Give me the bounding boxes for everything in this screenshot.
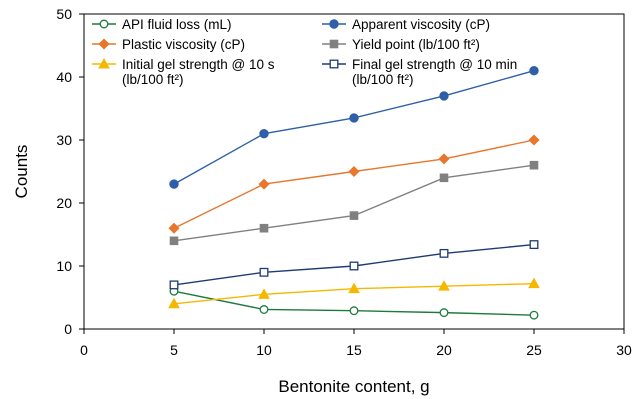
y-tick-label: 0 — [64, 321, 72, 337]
legend-label: Apparent viscosity (cP) — [352, 17, 490, 32]
data-point — [258, 288, 270, 299]
data-point — [258, 178, 270, 190]
data-point — [439, 248, 449, 258]
x-tick-label: 15 — [346, 342, 362, 358]
data-point — [259, 129, 269, 139]
legend-label: API fluid loss (mL) — [122, 17, 232, 32]
legend-entry: Plastic viscosity (cP) — [92, 37, 245, 52]
series-5 — [169, 240, 539, 290]
x-tick-label: 20 — [436, 342, 452, 358]
legend-entry: Yield point (lb/100 ft²) — [322, 37, 480, 52]
data-point — [348, 282, 360, 294]
data-point — [438, 153, 450, 165]
legend-label-cont: (lb/100 ft²) — [352, 72, 414, 87]
data-point — [169, 179, 179, 189]
data-point — [349, 113, 359, 123]
axes: 0 5 10 15 20 25 30 0 10 20 30 40 50 — [56, 6, 632, 358]
legend: API fluid loss (mL) Apparent viscosity (c… — [92, 17, 517, 87]
data-point — [348, 165, 360, 178]
data-point — [439, 91, 449, 101]
data-point — [529, 240, 539, 250]
data-point — [349, 261, 359, 271]
data-point — [259, 305, 269, 314]
x-tick-label: 5 — [170, 342, 178, 358]
legend-entry: Apparent viscosity (cP) — [322, 17, 490, 32]
legend-label: Final gel strength @ 10 min — [352, 57, 517, 72]
legend-label: Yield point (lb/100 ft²) — [352, 37, 480, 52]
y-tick-label: 30 — [56, 132, 72, 148]
series-layer — [168, 66, 540, 320]
legend-label: Plastic viscosity (cP) — [122, 37, 245, 52]
legend-marker — [98, 38, 110, 50]
y-tick-label: 40 — [56, 69, 72, 85]
data-point — [169, 236, 179, 246]
data-point — [349, 306, 359, 316]
x-tick-label: 25 — [526, 342, 542, 358]
data-point — [259, 223, 269, 233]
x-tick-label: 30 — [616, 342, 632, 358]
data-point — [529, 66, 539, 76]
legend-marker — [98, 57, 110, 69]
legend-entry: API fluid loss (mL) — [92, 17, 232, 32]
data-point — [529, 160, 539, 170]
x-tick-label: 0 — [80, 342, 88, 358]
data-point — [439, 308, 449, 318]
data-point — [259, 267, 269, 277]
legend-label: Initial gel strength @ 10 s — [122, 57, 275, 72]
y-tick-label: 50 — [56, 6, 72, 22]
legend-entry: Initial gel strength @ 10 s(lb/100 ft²) — [92, 57, 275, 87]
data-point — [169, 280, 179, 290]
y-axis-title: Counts — [12, 145, 31, 199]
series-2 — [168, 134, 540, 234]
data-point — [528, 277, 540, 289]
data-point — [168, 222, 180, 234]
y-tick-label: 10 — [56, 258, 72, 274]
data-point — [528, 134, 540, 146]
data-point — [439, 173, 449, 183]
x-tick-label: 10 — [256, 342, 272, 358]
legend-entry: Final gel strength @ 10 min(lb/100 ft²) — [322, 57, 517, 87]
legend-marker — [329, 19, 339, 29]
legend-marker — [329, 39, 339, 49]
legend-marker — [99, 19, 109, 29]
data-point — [349, 211, 359, 220]
data-point — [529, 310, 539, 320]
data-point — [168, 297, 180, 309]
series-4 — [168, 277, 540, 309]
legend-marker — [329, 59, 339, 69]
series-1 — [169, 66, 539, 189]
y-tick-label: 20 — [56, 195, 72, 211]
x-axis-title: Bentonite content, g — [278, 377, 429, 396]
legend-label-cont: (lb/100 ft²) — [122, 72, 184, 87]
series-3 — [169, 160, 539, 246]
data-point — [438, 280, 450, 291]
